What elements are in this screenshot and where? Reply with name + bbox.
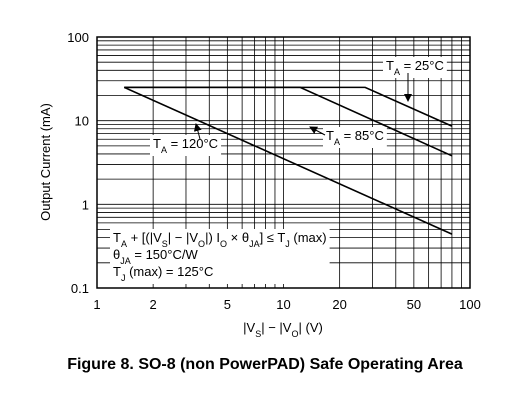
- text-part: | − |V: [261, 320, 292, 335]
- text-part: A: [161, 145, 167, 155]
- text-part: A: [121, 239, 127, 249]
- series-line: [124, 86, 453, 127]
- annotation-text: θJA = 150°C/W: [113, 247, 198, 266]
- plot-frame: [96, 36, 471, 289]
- annotation-text: TA = 25°C: [386, 58, 444, 77]
- x-tick-label: 2: [150, 297, 157, 312]
- text-part: JA: [120, 256, 131, 266]
- text-part: S: [255, 329, 261, 339]
- text-part: + [(|V: [127, 230, 162, 245]
- figure-caption: Figure 8. SO-8 (non PowerPAD) Safe Opera…: [67, 356, 463, 373]
- x-tick-label: 20: [332, 297, 346, 312]
- text-part: θ: [113, 247, 120, 262]
- text-part: |V: [243, 320, 255, 335]
- text-part: T: [386, 58, 394, 73]
- annotation-text: TA = 120°C: [153, 136, 218, 155]
- text-part: O: [291, 329, 298, 339]
- annotation-bg: [383, 57, 447, 78]
- text-part: = 120°C: [167, 136, 218, 151]
- annotation: TA = 120°C: [150, 135, 222, 156]
- x-tick-label: 50: [407, 297, 421, 312]
- text-part: × θ: [227, 230, 249, 245]
- text-part: |) I: [205, 230, 220, 245]
- text-part: A: [394, 67, 400, 77]
- x-tick-label: 5: [224, 297, 231, 312]
- annotation-bg: [110, 229, 330, 284]
- text-part: O: [198, 239, 205, 249]
- y-tick-label: 100: [67, 30, 89, 45]
- text-part: T: [326, 128, 334, 143]
- chart: Output Current (mA) 1 2 5 10 20 50 100 0.1 1 10 10…: [38, 30, 481, 339]
- annotation-text: TA = 85°C: [326, 128, 384, 147]
- y-axis-label: Output Current (mA): [38, 103, 53, 221]
- annotation-arrow: [193, 123, 202, 140]
- text-part: JA: [249, 239, 260, 249]
- annotation: TA = 25°C: [383, 57, 447, 78]
- y-tick-label: 1: [82, 197, 89, 212]
- text-part: | (V): [299, 320, 323, 335]
- y-tick-label: 10: [75, 114, 89, 129]
- y-tick-label: 0.1: [71, 281, 89, 296]
- text-part: J: [285, 239, 290, 249]
- x-axis-label: |VS| − |VO| (V): [243, 320, 323, 339]
- text-part: O: [220, 239, 227, 249]
- x-tick-label: 1: [93, 297, 100, 312]
- annotation-text: TJ (max) = 125°C: [113, 264, 213, 283]
- annotation-text: TA + [(|VS| − |VO|) IO × θJA] ≤ TJ (max): [113, 230, 327, 249]
- annotation-arrow: [309, 126, 326, 136]
- text-part: T: [153, 136, 161, 151]
- text-part: | − |V: [168, 230, 199, 245]
- annotation-bg: [150, 135, 222, 156]
- x-tick-label: 10: [276, 297, 290, 312]
- x-tick-label: 100: [459, 297, 481, 312]
- annotation: TA + [(|VS| − |VO|) IO × θJA] ≤ TJ (max)…: [110, 229, 330, 284]
- text-part: S: [162, 239, 168, 249]
- text-part: A: [334, 137, 340, 147]
- text-part: = 85°C: [340, 128, 384, 143]
- text-part: (max): [290, 230, 327, 245]
- text-part: ] ≤ T: [260, 230, 286, 245]
- text-part: = 25°C: [400, 58, 444, 73]
- text-part: J: [121, 273, 126, 283]
- text-part: (max) = 125°C: [125, 264, 213, 279]
- series-line: [123, 86, 453, 235]
- text-part: = 150°C/W: [131, 247, 199, 262]
- annotation-bg: [323, 127, 387, 148]
- annotation: TA = 85°C: [323, 127, 387, 148]
- text-part: T: [113, 230, 121, 245]
- text-part: T: [113, 264, 121, 279]
